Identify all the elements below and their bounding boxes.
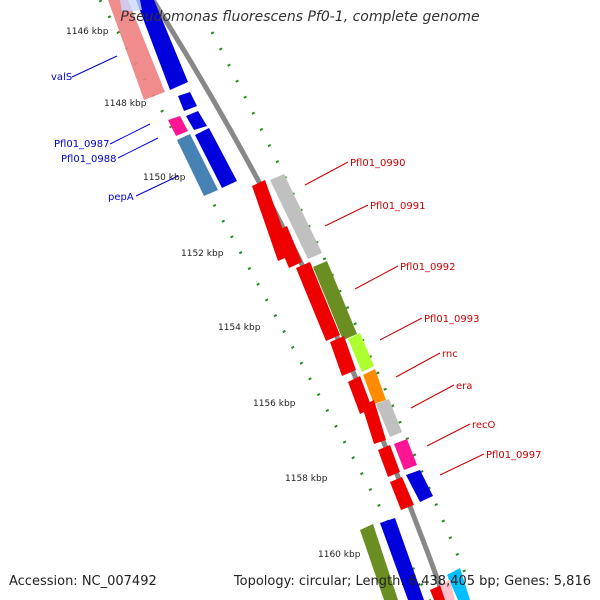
- gene-block: [296, 262, 340, 341]
- gene-block: [330, 336, 356, 376]
- gene-label-pfl01-0991: Pfl01_0991: [370, 201, 426, 212]
- gene-label-pfl01-0997: Pfl01_0997: [486, 450, 542, 461]
- gene-block: [270, 174, 322, 259]
- gene-block: [178, 92, 197, 111]
- accession-text: Accession: NC_007492: [9, 574, 157, 589]
- left-leader-lines: [71, 55, 179, 197]
- gene-block: [313, 261, 357, 340]
- topology-text: Topology: circular; Length: 6,438,405 bp…: [233, 574, 591, 589]
- gene-block: [440, 580, 455, 600]
- genome-backbone: [150, 0, 448, 600]
- gene-block: [447, 568, 470, 600]
- gene-block: [360, 524, 398, 600]
- gene-block: [195, 128, 237, 188]
- right-leader-lines: [304, 161, 485, 476]
- gene-block: [406, 470, 433, 502]
- tick-label: 1156 kbp: [253, 399, 296, 409]
- outer-ruler-arc: [98, 0, 432, 600]
- gene-block: [378, 445, 400, 477]
- gene-label-pepa: pepA: [108, 192, 134, 203]
- tick-label: 1160 kbp: [318, 550, 361, 560]
- gene-block: [394, 439, 417, 470]
- tick-label: 1146 kbp: [66, 27, 109, 37]
- gene-block: [274, 226, 302, 268]
- tick-label: 1150 kbp: [143, 173, 186, 183]
- genome-title: Pseudomonas fluorescens Pf0-1, complete …: [120, 9, 480, 25]
- gene-block: [362, 400, 386, 444]
- gene-block: [177, 134, 218, 196]
- gene-label-pfl01-0987: Pfl01_0987: [54, 139, 110, 150]
- gene-label-pfl01-0990: Pfl01_0990: [350, 158, 406, 169]
- tick-label: 1152 kbp: [181, 249, 224, 259]
- gene-block: [120, 0, 142, 12]
- gene-label-era: era: [456, 381, 472, 392]
- gene-label-pfl01-0992: Pfl01_0992: [400, 262, 456, 273]
- gene-label-pfl01-0988: Pfl01_0988: [61, 154, 117, 165]
- gene-label-rnc: rnc: [442, 349, 458, 360]
- gene-label-reco: recO: [472, 420, 496, 431]
- gene-block: [376, 399, 402, 437]
- gene-block: [186, 111, 207, 130]
- gene-block: [390, 477, 414, 510]
- gene-block: [136, 0, 188, 90]
- gene-block: [348, 333, 374, 372]
- gene-block: [108, 0, 165, 100]
- gene-label-pfl01-0993: Pfl01_0993: [424, 314, 480, 325]
- tick-label: 1154 kbp: [218, 323, 261, 333]
- gene-block: [363, 369, 386, 404]
- tick-label: 1158 kbp: [285, 474, 328, 484]
- gene-block: [168, 116, 188, 136]
- gene-block: [380, 518, 424, 600]
- gene-label-vals: valS: [51, 72, 72, 83]
- tick-label: 1148 kbp: [104, 99, 147, 109]
